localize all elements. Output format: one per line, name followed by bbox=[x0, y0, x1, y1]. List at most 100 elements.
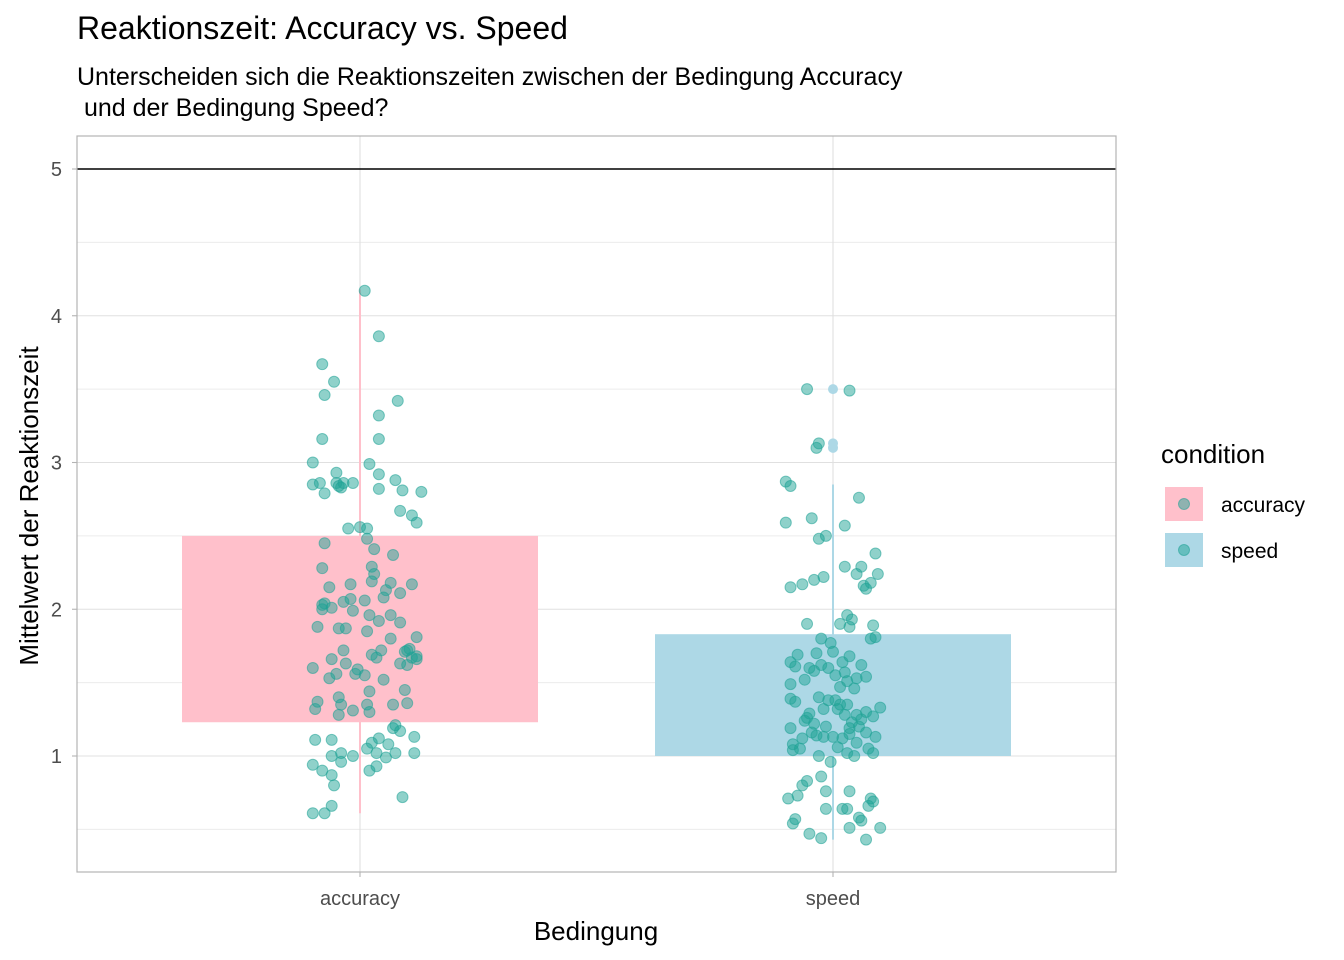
data-point-accuracy bbox=[318, 807, 331, 820]
data-point-speed bbox=[793, 742, 806, 755]
data-point-accuracy bbox=[394, 587, 407, 600]
data-point-speed bbox=[808, 717, 821, 730]
data-point-speed bbox=[848, 682, 861, 695]
data-point-accuracy bbox=[394, 616, 407, 629]
data-point-speed bbox=[815, 770, 828, 783]
data-point-accuracy bbox=[363, 685, 376, 698]
data-point-speed bbox=[784, 479, 797, 492]
data-point-accuracy bbox=[394, 657, 407, 670]
data-point-accuracy bbox=[415, 485, 428, 498]
data-point-speed bbox=[867, 710, 880, 723]
data-point-accuracy bbox=[330, 466, 343, 479]
data-point-speed bbox=[874, 701, 887, 714]
chart-subtitle: Unterscheiden sich die Reaktionszeiten z… bbox=[77, 63, 903, 122]
data-point-accuracy bbox=[311, 695, 324, 708]
data-point-accuracy bbox=[325, 769, 338, 782]
y-axis-title: Mittelwert der Reaktionszeit bbox=[14, 346, 44, 666]
whiskers bbox=[359, 289, 838, 840]
data-point-accuracy bbox=[361, 522, 374, 535]
data-point-speed bbox=[784, 678, 797, 691]
data-point-speed bbox=[798, 673, 811, 686]
data-point-accuracy bbox=[344, 578, 357, 591]
x-axis-title: Bedingung bbox=[534, 916, 658, 946]
data-point-accuracy bbox=[335, 747, 348, 760]
data-point-accuracy bbox=[358, 669, 371, 682]
data-point-speed bbox=[843, 785, 856, 798]
data-point-speed bbox=[852, 491, 865, 504]
data-point-accuracy bbox=[387, 698, 400, 711]
data-point-accuracy bbox=[396, 791, 409, 804]
data-point-accuracy bbox=[363, 457, 376, 470]
data-point-accuracy bbox=[328, 375, 341, 388]
data-point-speed bbox=[827, 645, 839, 658]
data-point-accuracy bbox=[398, 683, 411, 696]
data-point-speed bbox=[796, 732, 809, 745]
chart-title: Reaktionszeit: Accuracy vs. Speed bbox=[77, 10, 568, 46]
data-point-accuracy bbox=[372, 468, 385, 481]
data-point-accuracy bbox=[358, 284, 371, 297]
y-tick-label: 4 bbox=[51, 306, 62, 328]
data-point-accuracy bbox=[401, 697, 414, 710]
data-point-accuracy bbox=[384, 632, 397, 645]
data-point-accuracy bbox=[389, 747, 402, 760]
data-point-speed bbox=[855, 814, 868, 827]
data-point-accuracy bbox=[344, 592, 357, 605]
data-point-speed bbox=[843, 722, 856, 735]
data-point-accuracy bbox=[370, 747, 383, 760]
data-point-accuracy bbox=[332, 708, 345, 721]
data-point-accuracy bbox=[410, 516, 423, 529]
data-point-accuracy bbox=[346, 477, 359, 490]
data-point-accuracy bbox=[316, 562, 329, 575]
data-point-accuracy bbox=[306, 807, 319, 820]
data-point-speed bbox=[867, 619, 880, 632]
data-point-speed bbox=[860, 833, 873, 846]
data-point-accuracy bbox=[306, 758, 319, 771]
data-point-accuracy bbox=[361, 625, 374, 638]
data-point-accuracy bbox=[372, 482, 385, 495]
axes: 1 2 3 4 5 accuracy speed bbox=[51, 135, 1117, 910]
data-point-speed bbox=[860, 670, 873, 683]
data-point-speed bbox=[871, 568, 884, 581]
data-point-speed bbox=[838, 519, 851, 532]
x-tick-label-speed: speed bbox=[806, 888, 861, 910]
data-point-accuracy bbox=[403, 642, 416, 655]
data-point-accuracy bbox=[306, 661, 319, 674]
panel-border bbox=[76, 135, 1117, 873]
data-point-speed bbox=[843, 384, 856, 397]
data-point-speed bbox=[867, 795, 880, 808]
data-point-speed bbox=[784, 722, 797, 735]
data-point-accuracy bbox=[363, 705, 376, 718]
legend-label-accuracy: accuracy bbox=[1221, 494, 1306, 517]
data-point-accuracy bbox=[368, 543, 381, 556]
data-point-speed bbox=[803, 827, 816, 840]
points bbox=[77, 168, 1116, 846]
legend-title: condition bbox=[1161, 439, 1265, 469]
y-tick-label: 2 bbox=[51, 599, 62, 621]
data-point-accuracy bbox=[332, 479, 345, 492]
data-point-speed bbox=[841, 802, 854, 815]
data-point-accuracy bbox=[382, 738, 395, 751]
data-point-speed bbox=[869, 547, 882, 560]
x-tick-label-accuracy: accuracy bbox=[320, 888, 400, 910]
data-point-accuracy bbox=[410, 650, 423, 663]
data-point-accuracy bbox=[330, 667, 343, 680]
data-point-speed bbox=[812, 437, 825, 450]
data-point-speed bbox=[801, 617, 814, 630]
legend: condition accuracy speed bbox=[1161, 439, 1306, 567]
data-point-speed bbox=[789, 813, 802, 826]
data-point-accuracy bbox=[325, 733, 338, 746]
data-point-accuracy bbox=[387, 548, 400, 561]
data-point-speed bbox=[796, 578, 809, 591]
data-point-accuracy bbox=[316, 603, 329, 616]
data-point-accuracy bbox=[372, 614, 385, 627]
legend-label-speed: speed bbox=[1221, 540, 1278, 563]
data-point-accuracy bbox=[391, 394, 404, 407]
data-point-accuracy bbox=[389, 474, 402, 487]
data-point-speed bbox=[819, 785, 832, 798]
data-point-speed bbox=[824, 755, 837, 768]
panel-background bbox=[77, 136, 1116, 872]
data-point-accuracy bbox=[325, 653, 338, 666]
data-point-speed bbox=[819, 720, 832, 733]
data-point-accuracy bbox=[372, 409, 385, 422]
data-point-accuracy bbox=[306, 456, 319, 469]
